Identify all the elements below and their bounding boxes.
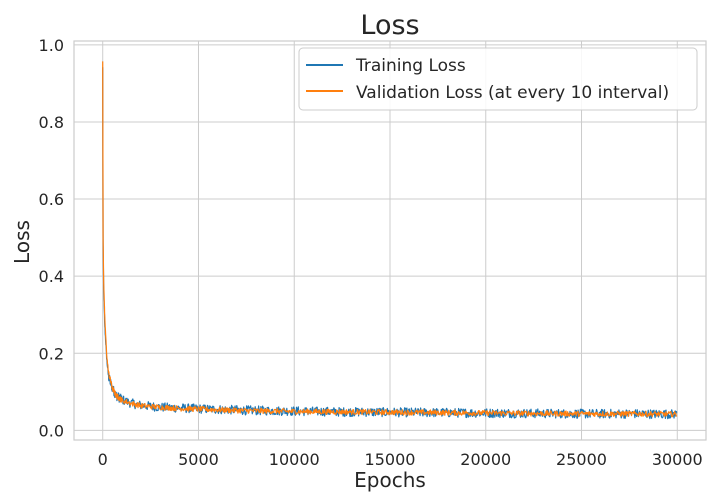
y-tick-label: 0.8 [39, 113, 64, 132]
legend-label-validation: Validation Loss (at every 10 interval) [356, 83, 669, 103]
tick-labels: 0 5000 10000 15000 20000 25000 30000 0.0 0.2 0.4 0… [39, 36, 703, 469]
series-lines [102, 61, 678, 420]
y-tick-label: 0.0 [39, 421, 64, 440]
y-tick-label: 0.4 [39, 267, 64, 286]
chart-title: Loss [360, 10, 419, 41]
legend: Training Loss Validation Loss (at every … [298, 47, 698, 111]
y-tick-label: 0.2 [39, 344, 64, 363]
plot-frame [73, 40, 707, 441]
x-tick-label: 15000 [365, 450, 416, 469]
x-tick-label: 25000 [556, 450, 607, 469]
x-tick-label: 5000 [178, 450, 219, 469]
y-tick-label: 0.6 [39, 190, 64, 209]
x-tick-label: 20000 [460, 450, 511, 469]
y-tick-label: 1.0 [39, 36, 64, 55]
x-tick-label: 10000 [269, 450, 320, 469]
x-axis-label: Epochs [354, 468, 426, 492]
y-axis-label: Loss [10, 220, 34, 264]
series-line-validation [102, 61, 678, 418]
x-tick-label: 30000 [652, 450, 703, 469]
x-tick-label: 0 [98, 450, 108, 469]
legend-box [298, 47, 698, 111]
plot-area-border [73, 40, 707, 441]
legend-label-training: Training Loss [355, 56, 466, 76]
